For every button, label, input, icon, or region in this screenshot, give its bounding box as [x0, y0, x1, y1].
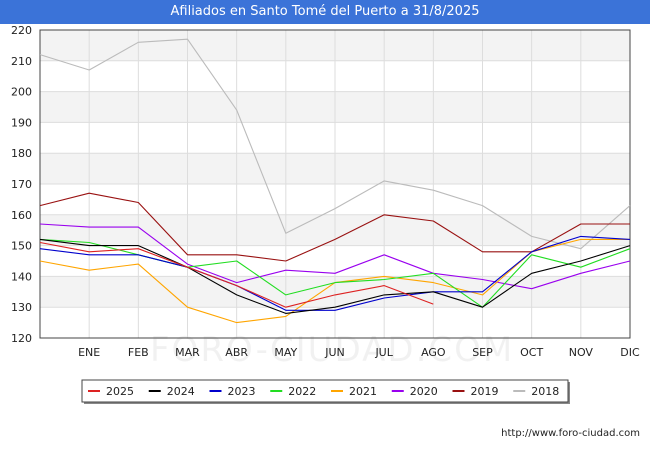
y-tick-label: 160	[11, 209, 32, 222]
x-tick-label: DIC	[620, 346, 640, 359]
y-tick-label: 190	[11, 116, 32, 129]
x-tick-label: MAR	[175, 346, 200, 359]
legend-label-2018: 2018	[531, 385, 559, 398]
y-tick-label: 140	[11, 270, 32, 283]
series-line-2023	[39, 235, 631, 311]
x-tick-label: OCT	[520, 346, 543, 359]
y-tick-label: 150	[11, 240, 32, 253]
x-tick-label: MAY	[274, 346, 297, 359]
legend-label-2024: 2024	[167, 385, 195, 398]
y-tick-label: 200	[11, 86, 32, 99]
x-tick-label: NOV	[569, 346, 594, 359]
y-tick-label: 220	[11, 24, 32, 37]
y-tick-label: 180	[11, 147, 32, 160]
series-line-2024	[39, 238, 631, 314]
y-tick-label: 170	[11, 178, 32, 191]
x-tick-label: ABR	[225, 346, 248, 359]
legend-label-2025: 2025	[106, 385, 134, 398]
plot-border	[39, 29, 631, 339]
x-tick-label: SEP	[472, 346, 493, 359]
title-bar	[0, 0, 650, 24]
source-credit: http://www.foro-ciudad.com	[501, 428, 640, 439]
legend-label-2020: 2020	[410, 385, 438, 398]
series-line-2020	[39, 223, 631, 290]
series-line-2018	[39, 38, 631, 250]
legend-label-2023: 2023	[228, 385, 256, 398]
y-tick-label: 210	[11, 55, 32, 68]
legend-label-2021: 2021	[349, 385, 377, 398]
chart-title: Afiliados en Santo Tomé del Puerto a 31/…	[170, 4, 480, 19]
x-tick-label: JUN	[324, 346, 345, 359]
x-tick-label: ENE	[78, 346, 100, 359]
y-tick-label: 120	[11, 332, 32, 345]
legend-label-2022: 2022	[288, 385, 316, 398]
series-line-2025	[39, 241, 434, 308]
legend-box	[81, 379, 569, 403]
x-tick-label: AGO	[421, 346, 446, 359]
x-tick-label: FEB	[128, 346, 149, 359]
y-tick-label: 130	[11, 301, 32, 314]
x-tick-label: JUL	[374, 346, 393, 359]
legend-label-2019: 2019	[471, 385, 499, 398]
watermark: FORO-CIUDAD.COM	[150, 330, 515, 370]
